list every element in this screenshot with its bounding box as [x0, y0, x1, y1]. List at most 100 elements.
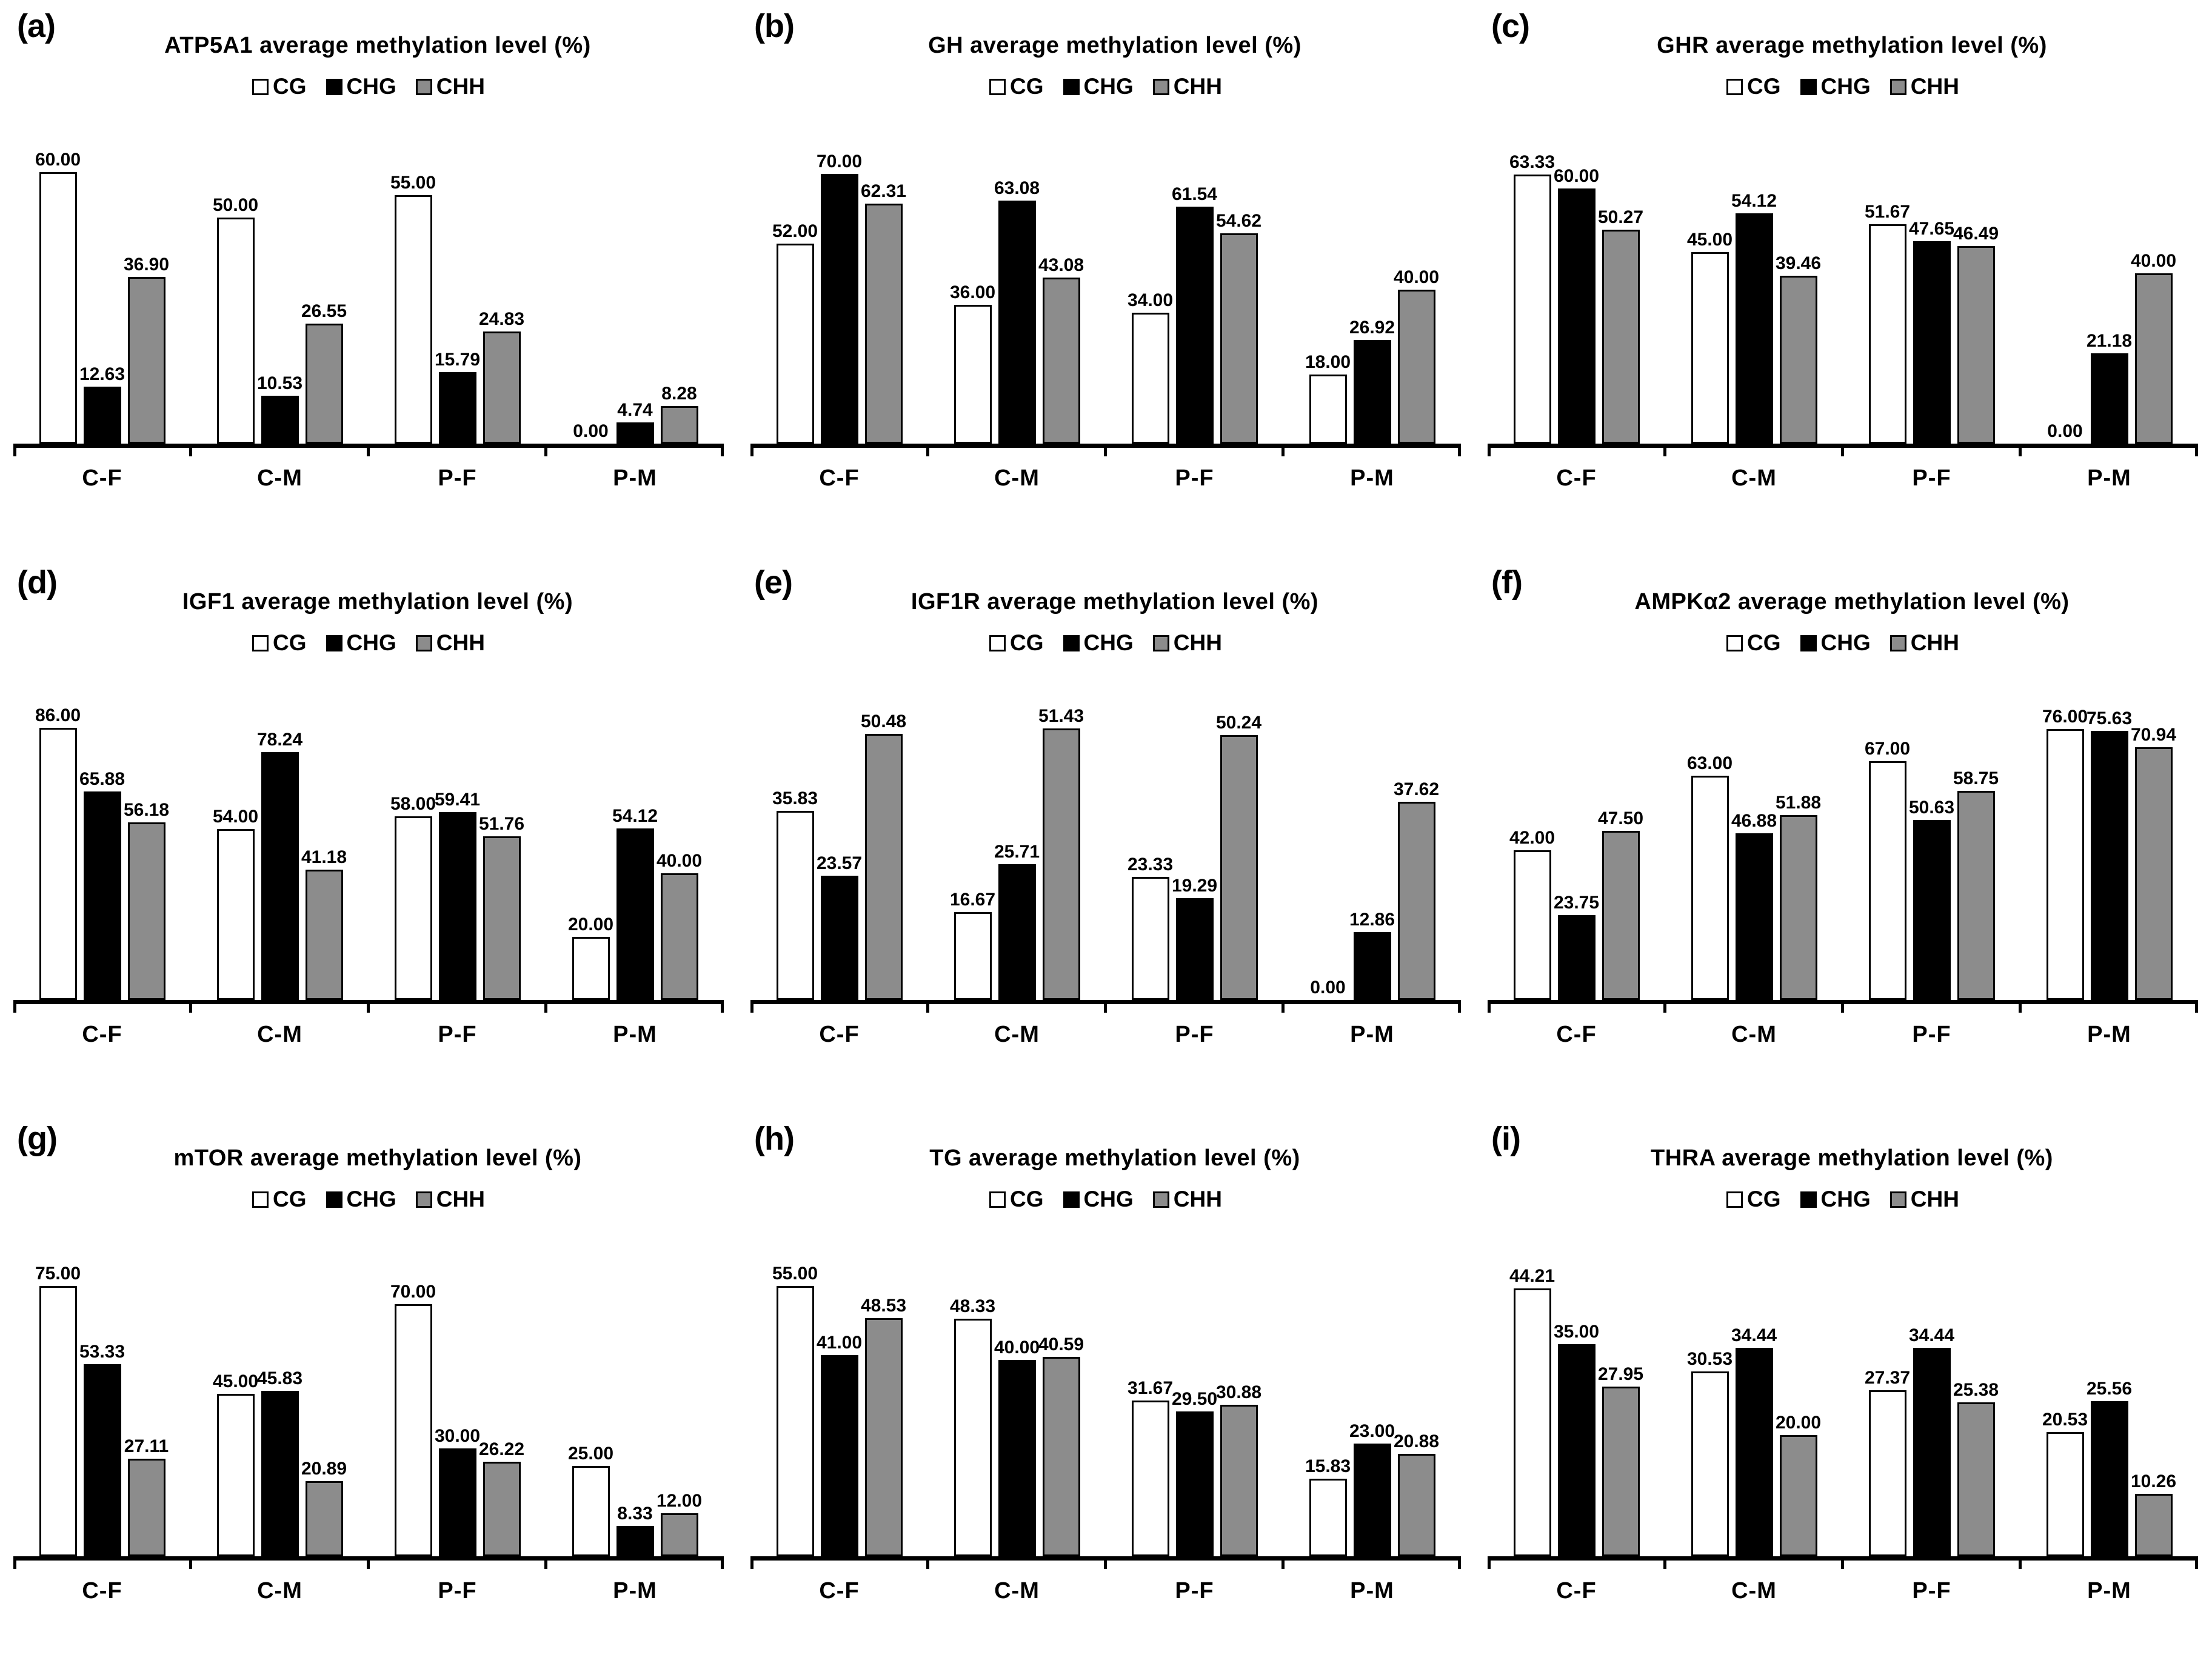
bar-slot: 54.62 — [1216, 211, 1261, 444]
x-axis-tick — [721, 1004, 724, 1013]
bar-chh-p-f — [483, 836, 521, 1000]
bar-cg-c-f — [776, 1286, 814, 1556]
x-axis-label-c-f: C-F — [1556, 465, 1597, 491]
bar-value-label: 46.49 — [1953, 223, 1999, 244]
bar-value-label: 51.88 — [1775, 792, 1822, 813]
legend-label-chg: CHG — [346, 630, 396, 655]
bar-slot: 54.12 — [612, 806, 658, 1000]
x-axis-label-c-m: C-M — [257, 465, 302, 491]
bar-cg-p-m — [572, 1466, 610, 1556]
bar-group-p-m: 20.53 25.56 10.26 — [2020, 1271, 2198, 1556]
bar-slot: 36.00 — [950, 282, 995, 444]
bar-chg-c-m — [1735, 1348, 1773, 1556]
plot-area: 60.00 12.63 36.90 50.00 10.53 26.55 55.00 15.79… — [13, 150, 724, 456]
bar-cg-c-m — [954, 305, 992, 444]
chart-panel: (f) AMPKα2 average methylation level (%)… — [1474, 556, 2211, 1113]
bar-value-label: 40.59 — [1038, 1334, 1084, 1354]
x-axis-label-c-m: C-M — [994, 465, 1040, 491]
bar-slot: 70.00 — [817, 152, 862, 444]
bar-slot: 16.67 — [950, 890, 995, 1000]
x-axis-labels: C-F C-M P-F P-M — [1488, 1578, 2198, 1604]
x-axis-tick — [13, 1004, 16, 1013]
legend-label-chh: CHH — [1173, 1187, 1222, 1211]
x-axis-labels: C-F C-M P-F P-M — [13, 1578, 724, 1604]
x-axis-tick — [189, 1561, 192, 1569]
x-axis-label-p-m: P-M — [613, 465, 657, 491]
legend-label-cg: CG — [1010, 74, 1044, 99]
bar-slot: 25.00 — [568, 1444, 613, 1556]
bar-value-label: 75.63 — [2086, 708, 2133, 728]
bar-slot: 23.00 — [1349, 1421, 1395, 1556]
bar-value-label: 25.56 — [2086, 1378, 2133, 1399]
bar-slot: 40.00 — [657, 851, 702, 1000]
legend-swatch-chh — [415, 1191, 432, 1208]
bar-value-label: 12.86 — [1349, 909, 1395, 930]
bar-slot: 44.21 — [1509, 1266, 1555, 1556]
panel-letter: (c) — [1491, 8, 1530, 44]
bar-cg-c-m — [216, 218, 255, 444]
bar-group-p-f: 70.00 30.00 26.22 — [369, 1271, 546, 1556]
chart-panel: (d) IGF1 average methylation level (%) C… — [0, 556, 737, 1113]
bar-slot: 48.33 — [950, 1296, 995, 1556]
bar-value-label: 23.33 — [1127, 854, 1174, 874]
x-axis-tick — [1488, 448, 1491, 456]
chart-title: GHR average methylation level (%) — [1657, 33, 2047, 58]
legend-swatch-chg — [1800, 1191, 1817, 1208]
bar-slot: 63.00 — [1687, 753, 1733, 1000]
bar-value-label: 20.00 — [567, 914, 614, 934]
bar-slot: 70.00 — [390, 1282, 436, 1556]
bar-value-label: 21.18 — [2086, 330, 2133, 351]
bar-value-label: 25.38 — [1953, 1379, 1999, 1400]
legend-swatch-chg — [1063, 78, 1080, 95]
legend-label-chg: CHG — [1820, 630, 1871, 655]
bar-slot: 45.00 — [213, 1371, 258, 1556]
bar-value-label: 76.00 — [2042, 706, 2088, 727]
legend-swatch-chh — [1890, 78, 1906, 95]
bar-value-label: 54.62 — [1215, 210, 1262, 231]
bar-chh-p-f — [1220, 1405, 1258, 1556]
bar-chh-c-m — [1779, 276, 1817, 444]
legend-label-chh: CHH — [436, 1187, 485, 1211]
bar-chg-p-m — [2090, 1401, 2128, 1556]
x-axis-label-p-m: P-M — [1350, 1578, 1394, 1604]
x-axis-tick — [2195, 1004, 2198, 1013]
bar-value-label: 40.00 — [656, 850, 703, 871]
bar-slot: 34.44 — [1909, 1325, 1954, 1556]
plot-area: 75.00 53.33 27.11 45.00 45.83 20.89 70.00 30.00… — [13, 1264, 724, 1569]
x-axis-tick — [750, 1004, 753, 1013]
bar-chh-p-f — [1957, 1402, 1995, 1556]
bar-value-label: 51.43 — [1038, 705, 1084, 726]
chart-panel: (h) TG average methylation level (%) CG C… — [737, 1113, 1474, 1669]
bar-cg-p-f — [394, 816, 432, 1000]
legend-item-chg: CHG — [326, 630, 396, 656]
panel-letter: (g) — [17, 1121, 58, 1157]
bar-value-label: 26.92 — [1349, 317, 1395, 338]
x-axis-labels: C-F C-M P-F P-M — [750, 465, 1461, 491]
legend-swatch-chh — [1152, 635, 1169, 651]
bar-value-label: 23.57 — [816, 853, 863, 873]
legend-item-chg: CHG — [1800, 630, 1871, 656]
bar-group-c-m: 54.00 78.24 41.18 — [191, 715, 369, 1000]
x-axis-label-p-f: P-F — [1175, 465, 1214, 491]
bar-cg-c-m — [216, 1394, 255, 1556]
x-axis-label-p-m: P-M — [1350, 465, 1394, 491]
legend-item-chh: CHH — [1890, 630, 1959, 656]
bar-chh-c-m — [1779, 1435, 1817, 1556]
bar-value-label: 26.22 — [478, 1439, 525, 1459]
x-axis-label-p-m: P-M — [2087, 465, 2131, 491]
bar-value-label: 45.00 — [212, 1371, 259, 1391]
bar-slot: 60.00 — [35, 150, 81, 444]
legend-item-chh: CHH — [1152, 630, 1222, 656]
bar-value-label: 27.11 — [124, 1436, 169, 1456]
bar-slot: 12.63 — [79, 364, 125, 444]
bar-slot: 52.00 — [772, 221, 818, 444]
bar-chh-c-m — [1042, 278, 1080, 444]
bar-chh-p-f — [483, 1462, 521, 1556]
bar-value-label: 48.33 — [949, 1296, 996, 1316]
bar-group-c-f: 75.00 53.33 27.11 — [13, 1264, 191, 1556]
x-axis-label-c-f: C-F — [1556, 1578, 1597, 1604]
bar-slot: 86.00 — [35, 705, 81, 1000]
bar-slot: 46.88 — [1731, 811, 1777, 1000]
bar-value-label: 54.12 — [612, 805, 658, 826]
bar-slot: 42.00 — [1509, 828, 1555, 1000]
